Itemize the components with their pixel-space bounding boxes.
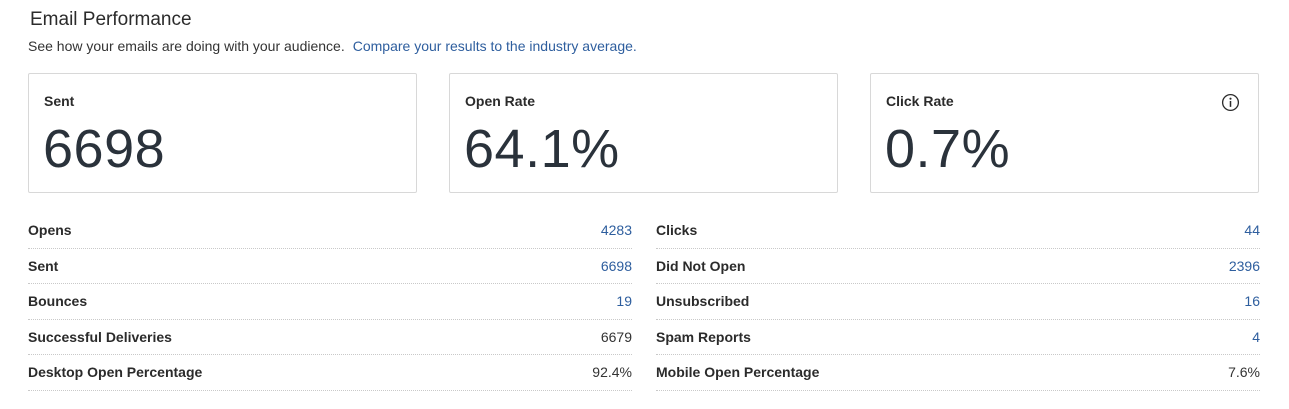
stat-label: Spam Reports	[656, 328, 751, 345]
stat-value-link[interactable]: 4283	[600, 222, 632, 239]
stat-row-opens: Opens 4283	[28, 213, 632, 249]
stat-row-bounces: Bounces 19	[28, 284, 632, 320]
info-icon[interactable]	[1221, 93, 1240, 112]
stat-row-spam-reports: Spam Reports 4	[656, 320, 1260, 355]
stat-row-did-not-open: Did Not Open 2396	[656, 249, 1260, 284]
sent-card-label: Sent	[44, 93, 75, 109]
stat-label: Successful Deliveries	[28, 328, 172, 345]
stat-value-link[interactable]: 6698	[600, 257, 632, 274]
stat-label: Mobile Open Percentage	[656, 364, 820, 381]
stat-value: 92.4%	[592, 364, 632, 381]
click-rate-card-label: Click Rate	[886, 93, 954, 109]
sent-card-value: 6698	[43, 119, 166, 179]
open-rate-card-value: 64.1%	[464, 119, 620, 179]
stat-row-clicks: Clicks 44	[656, 213, 1260, 249]
stat-row-desktop-open-percentage: Desktop Open Percentage 92.4%	[28, 355, 632, 391]
stat-value: 6679	[600, 328, 632, 345]
open-rate-card: Open Rate 64.1%	[449, 73, 838, 193]
stat-value-link[interactable]: 44	[1244, 222, 1260, 239]
click-rate-card-value: 0.7%	[885, 119, 1011, 179]
stat-value-link[interactable]: 4	[1252, 328, 1260, 345]
stat-row-mobile-open-percentage: Mobile Open Percentage 7.6%	[656, 355, 1260, 391]
stat-label: Bounces	[28, 293, 88, 310]
stat-label: Opens	[28, 222, 72, 239]
stat-label: Clicks	[656, 222, 698, 239]
page-subtitle: See how your emails are doing with your …	[28, 37, 637, 55]
click-rate-card: Click Rate 0.7%	[870, 73, 1259, 193]
stat-value-link[interactable]: 16	[1244, 293, 1260, 310]
stat-value: 7.6%	[1228, 364, 1260, 381]
subtitle-text: See how your emails are doing with your …	[28, 38, 345, 54]
compare-industry-link[interactable]: Compare your results to the industry ave…	[352, 38, 637, 54]
stat-row-sent: Sent 6698	[28, 249, 632, 284]
page-title: Email Performance	[30, 9, 192, 30]
stat-value-link[interactable]: 2396	[1228, 257, 1260, 274]
stats-right-list: Clicks 44 Did Not Open 2396 Unsubscribed…	[656, 213, 1260, 391]
summary-cards: Sent 6698 Open Rate 64.1% Click Rate 0.7…	[28, 73, 1259, 193]
stat-row-successful-deliveries: Successful Deliveries 6679	[28, 320, 632, 355]
stat-row-unsubscribed: Unsubscribed 16	[656, 284, 1260, 320]
stat-label: Sent	[28, 257, 59, 274]
stats-left-list: Opens 4283 Sent 6698 Bounces 19 Successf…	[28, 213, 632, 391]
sent-card: Sent 6698	[28, 73, 417, 193]
stat-label: Desktop Open Percentage	[28, 364, 203, 381]
open-rate-card-label: Open Rate	[465, 93, 536, 109]
stat-label: Did Not Open	[656, 257, 746, 274]
stat-label: Unsubscribed	[656, 293, 750, 310]
stat-value-link[interactable]: 19	[616, 293, 632, 310]
